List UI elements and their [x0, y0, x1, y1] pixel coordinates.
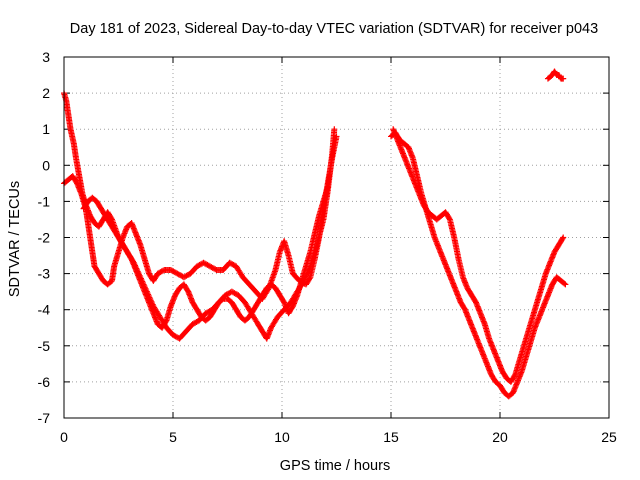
series-track-e [390, 126, 567, 385]
y-tick-label: 3 [42, 49, 50, 65]
data-point-marker [511, 372, 518, 379]
data-point-marker [333, 133, 340, 140]
data-point-marker [331, 126, 338, 133]
x-tick-label: 5 [169, 429, 177, 445]
y-tick-label: -1 [38, 193, 51, 209]
data-point-marker [560, 75, 567, 82]
data-point-marker [324, 183, 331, 190]
series-track-d [388, 129, 569, 400]
y-tick-label: 0 [42, 157, 50, 173]
y-tick-label: -7 [38, 410, 51, 426]
y-tick-label: -3 [38, 266, 51, 282]
y-tick-label: -4 [38, 302, 51, 318]
grid-lines [64, 57, 609, 418]
x-axis-label: GPS time / hours [280, 458, 390, 474]
y-tick-label: -2 [38, 230, 51, 246]
x-tick-label: 20 [492, 429, 508, 445]
x-tick-label: 0 [60, 429, 68, 445]
x-tick-label: 15 [383, 429, 399, 445]
data-point-marker [562, 281, 569, 288]
data-point-marker [560, 234, 567, 241]
data-point-marker [559, 235, 566, 242]
data-point-marker [159, 267, 166, 274]
series-track-c [80, 183, 331, 331]
y-tick-label: 1 [42, 121, 50, 137]
data-point-marker [212, 266, 219, 273]
data-point-marker [561, 280, 568, 287]
data-points [61, 68, 569, 400]
x-tick-label: 25 [601, 429, 617, 445]
y-tick-label: -5 [38, 338, 51, 354]
series-track-f [544, 68, 567, 82]
x-tick-label: 10 [274, 429, 290, 445]
plot-frame [63, 56, 610, 419]
data-point-marker [306, 275, 313, 282]
y-tick-label: -6 [38, 374, 51, 390]
chart-title: Day 181 of 2023, Sidereal Day-to-day VTE… [70, 21, 598, 37]
data-point-marker [162, 318, 169, 325]
y-tick-label: 2 [42, 85, 50, 101]
y-axis-label: SDTVAR / TECUs [7, 181, 23, 297]
data-point-marker [446, 215, 453, 222]
